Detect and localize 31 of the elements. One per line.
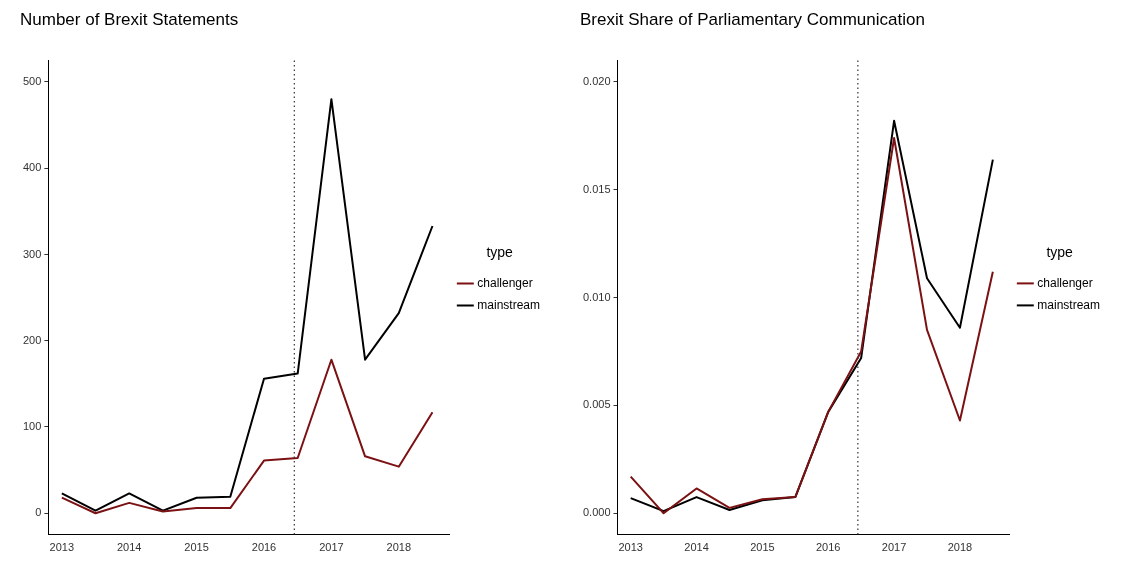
legend-title: type [486, 244, 514, 261]
x-tick-label: 2014 [684, 541, 709, 554]
legend-title: type [1046, 244, 1074, 261]
x-tick-label: 2016 [815, 541, 841, 554]
y-tick-label: 100 [22, 420, 42, 433]
x-tick-label: 2015 [184, 541, 209, 554]
y-tick-label: 0 [35, 506, 42, 519]
y-tick-label: 500 [22, 74, 42, 87]
x-tick-label: 2013 [49, 541, 75, 554]
legend-label: mainstream [1037, 297, 1100, 312]
x-tick-label: 2016 [251, 541, 277, 554]
x-tick-label: 2015 [750, 541, 775, 554]
x-tick-label: 2017 [319, 541, 344, 554]
x-tick-label: 2013 [618, 541, 643, 554]
chart-title: Brexit Share of Parliamentary Communication [580, 9, 925, 29]
legend-label: mainstream [477, 297, 540, 312]
y-tick-label: 0.000 [583, 506, 611, 519]
legend-label: challenger [477, 275, 533, 290]
y-tick-label: 0.005 [583, 398, 611, 411]
x-tick-label: 2018 [947, 541, 973, 554]
chart-title: Number of Brexit Statements [20, 9, 239, 29]
y-tick-label: 400 [22, 161, 42, 174]
x-tick-label: 2018 [386, 541, 412, 554]
x-tick-label: 2017 [881, 541, 907, 554]
y-tick-label: 200 [22, 333, 42, 346]
legend-label: challenger [1037, 275, 1093, 290]
y-tick-label: 0.010 [583, 290, 611, 303]
y-tick-label: 0.020 [583, 74, 611, 87]
y-tick-label: 0.015 [583, 182, 611, 195]
y-tick-label: 300 [22, 247, 42, 260]
x-tick-label: 2014 [116, 541, 142, 554]
